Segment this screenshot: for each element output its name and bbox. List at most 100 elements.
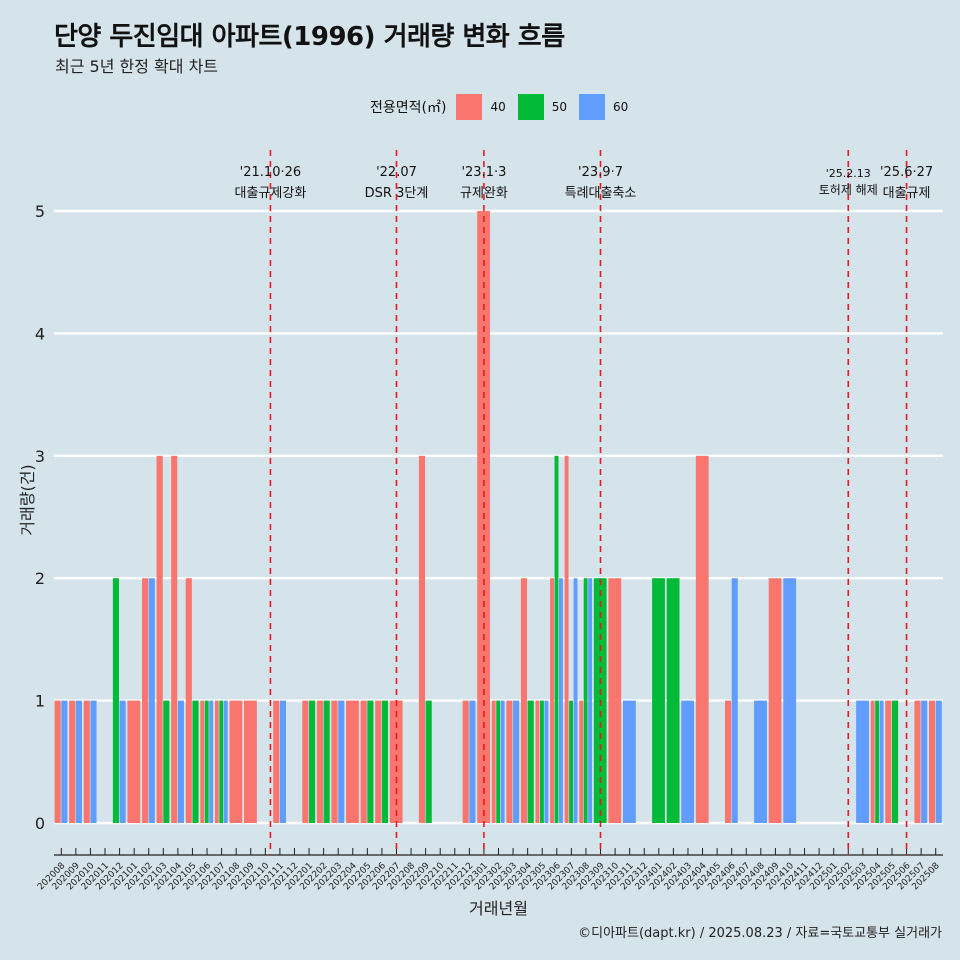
bar-202205-40 bbox=[360, 700, 367, 823]
bar-202302-40 bbox=[491, 700, 496, 823]
bar-202402-50 bbox=[666, 578, 680, 823]
bar-202102-40 bbox=[142, 578, 149, 823]
bar-202302-50 bbox=[496, 700, 501, 823]
bar-202507-40 bbox=[914, 700, 921, 823]
bar-202101-40 bbox=[127, 700, 141, 823]
event-label: DSR 3단계 bbox=[365, 186, 429, 201]
event-label: 대출규제 bbox=[883, 186, 931, 201]
bar-202308-50 bbox=[583, 578, 588, 823]
bar-202209-50 bbox=[425, 700, 432, 823]
bar-202111-60 bbox=[279, 700, 286, 823]
bar-202103-50 bbox=[163, 700, 170, 823]
bar-202409-40 bbox=[768, 578, 782, 823]
bar-202109-40 bbox=[244, 700, 257, 823]
source-caption: ©디아파트(dapt.kr) / 2025.08.23 / 자료=국토교통부 실… bbox=[578, 926, 942, 941]
bar-202202-40 bbox=[316, 700, 324, 823]
legend-item-60: 60 bbox=[579, 94, 636, 120]
chart-legend: 전용면적(㎡) 40 50 60 bbox=[370, 93, 636, 121]
y-tick-label: 2 bbox=[35, 569, 45, 588]
bar-202401-50 bbox=[652, 578, 665, 823]
event-date: '21.10·26 bbox=[240, 165, 301, 180]
legend-item-40: 40 bbox=[456, 94, 513, 120]
bar-202504-50 bbox=[875, 700, 880, 823]
bar-202410-60 bbox=[783, 578, 797, 823]
bar-202104-60 bbox=[177, 700, 184, 823]
bar-202406-60 bbox=[731, 578, 738, 823]
event-date: '25.6·27 bbox=[880, 165, 933, 180]
bar-202305-50 bbox=[539, 700, 544, 823]
bar-202008-60 bbox=[61, 700, 68, 823]
bar-202209-40 bbox=[418, 455, 426, 823]
event-label: 특례대출축소 bbox=[565, 186, 637, 201]
legend-label-40: 40 bbox=[490, 100, 506, 114]
bar-202205-50 bbox=[367, 700, 374, 823]
y-axis-title: 거래량(건) bbox=[18, 464, 37, 535]
bar-202106-50 bbox=[204, 700, 209, 823]
bar-202108-40 bbox=[229, 700, 243, 823]
legend-swatch-40 bbox=[456, 94, 483, 120]
bar-202503-60 bbox=[856, 700, 869, 823]
bar-202505-50 bbox=[891, 700, 899, 823]
bar-202106-40 bbox=[200, 700, 205, 823]
bar-202009-60 bbox=[75, 700, 82, 823]
bar-202303-60 bbox=[513, 700, 520, 823]
legend-label-50: 50 bbox=[551, 100, 568, 114]
bar-202504-40 bbox=[870, 700, 875, 823]
bar-202307-60 bbox=[573, 578, 578, 823]
page-title: 단양 두진임대 아파트(1996) 거래량 변화 흐름 bbox=[54, 22, 565, 52]
page-subtitle: 최근 5년 한정 확대 차트 bbox=[55, 57, 219, 76]
bar-202307-50 bbox=[569, 700, 574, 823]
bar-202103-40 bbox=[156, 455, 163, 823]
bar-202010-40 bbox=[83, 700, 90, 823]
event-date: '25.2.13 bbox=[826, 167, 871, 180]
bar-202102-60 bbox=[148, 578, 155, 823]
bar-202308-60 bbox=[588, 578, 593, 823]
bar-202508-40 bbox=[929, 700, 936, 823]
bar-202306-40 bbox=[550, 578, 554, 823]
bar-202408-60 bbox=[754, 700, 767, 823]
event-date: '22.07 bbox=[376, 165, 417, 180]
bar-202105-50 bbox=[192, 700, 199, 823]
bar-202203-60 bbox=[338, 700, 345, 823]
bar-202306-50 bbox=[554, 455, 559, 823]
legend-swatch-60 bbox=[579, 94, 606, 120]
event-date: '23.9·7 bbox=[578, 165, 623, 180]
bar-202201-40 bbox=[302, 700, 309, 823]
bar-202107-50 bbox=[219, 700, 224, 823]
bar-202010-60 bbox=[90, 700, 97, 823]
bar-202302-60 bbox=[500, 700, 505, 823]
bar-202008-40 bbox=[54, 700, 61, 823]
bar-202105-40 bbox=[185, 578, 192, 823]
bar-202012-50 bbox=[112, 578, 119, 823]
event-date: '23.1·3 bbox=[461, 165, 506, 180]
event-label: 규제완화 bbox=[460, 186, 508, 201]
legend-item-50: 50 bbox=[517, 94, 575, 120]
bar-202111-40 bbox=[273, 700, 280, 823]
bar-202106-60 bbox=[209, 700, 214, 823]
y-tick-label: 1 bbox=[35, 692, 45, 711]
bar-202403-60 bbox=[681, 700, 695, 823]
bar-202207-40 bbox=[389, 700, 403, 823]
bar-202212-60 bbox=[469, 700, 476, 823]
bar-202505-40 bbox=[885, 700, 892, 823]
bar-202303-40 bbox=[506, 700, 513, 823]
bar-202504-60 bbox=[879, 700, 884, 823]
y-tick-label: 0 bbox=[35, 814, 45, 833]
event-label: 토허제 해제 bbox=[819, 183, 878, 197]
legend-title: 전용면적(㎡) bbox=[370, 100, 447, 116]
bar-202201-50 bbox=[309, 700, 316, 823]
legend-swatch-50 bbox=[517, 94, 544, 120]
bar-202012-60 bbox=[119, 700, 126, 823]
bar-202304-40 bbox=[520, 578, 528, 823]
y-tick-label: 4 bbox=[35, 324, 45, 343]
bar-202310-40 bbox=[608, 578, 622, 823]
bar-202507-60 bbox=[921, 700, 928, 823]
y-tick-label: 3 bbox=[35, 447, 45, 466]
bar-202202-50 bbox=[323, 700, 330, 823]
bar-202212-40 bbox=[462, 700, 469, 823]
bar-202306-60 bbox=[559, 578, 563, 823]
bar-202508-60 bbox=[935, 700, 942, 823]
bar-202307-40 bbox=[564, 455, 569, 823]
bar-202311-60 bbox=[622, 700, 636, 823]
